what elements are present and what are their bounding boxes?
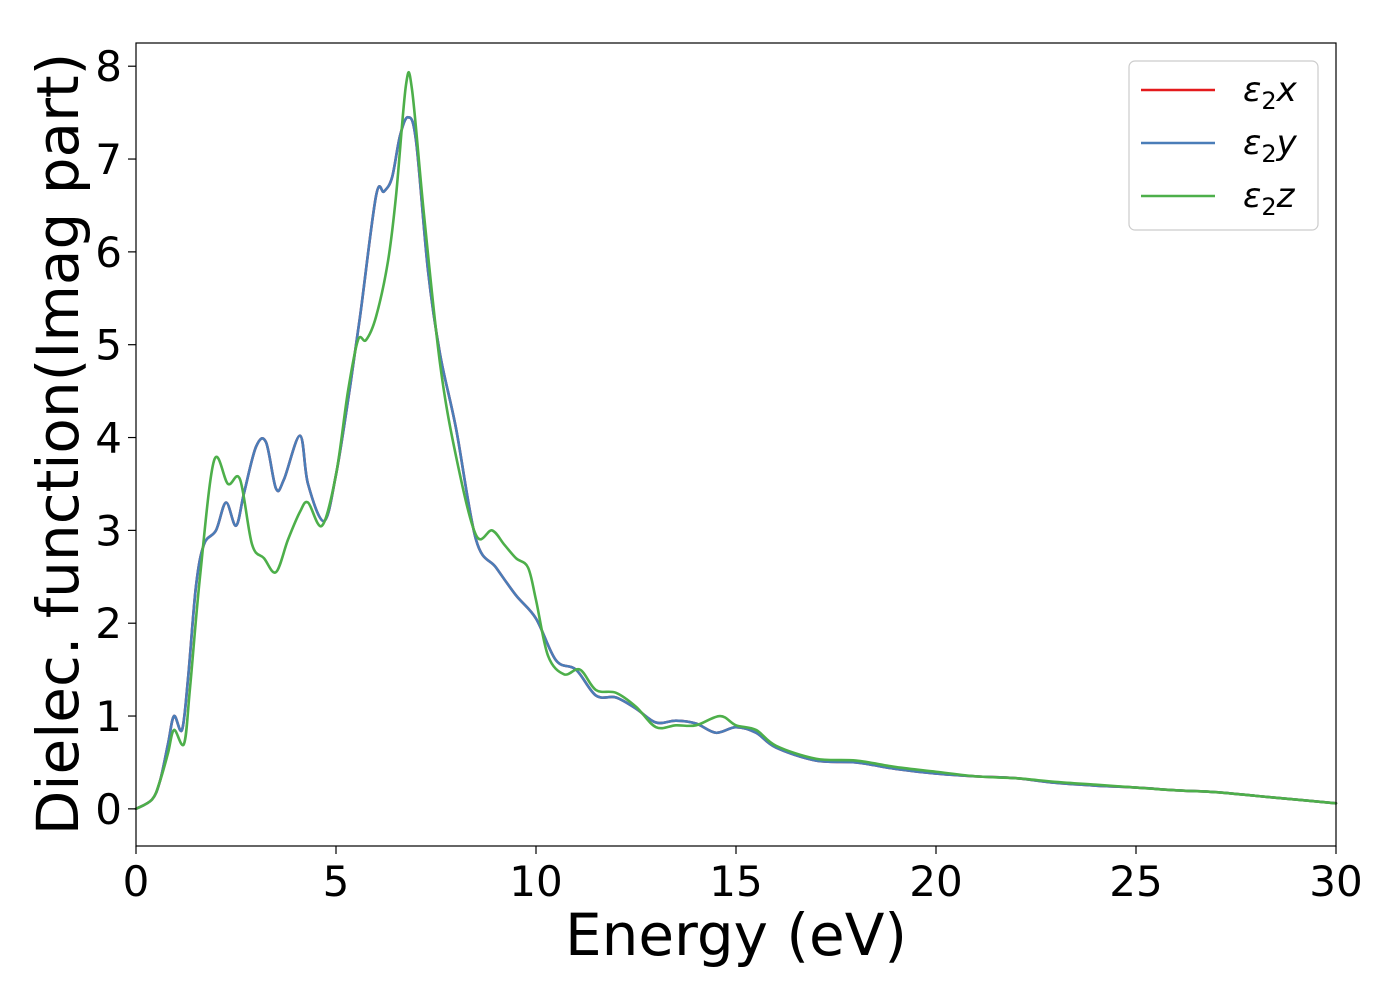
x-tick-label: 25 — [1109, 857, 1162, 906]
y-tick-label: 1 — [95, 692, 122, 741]
x-tick-label: 30 — [1309, 857, 1362, 906]
legend-symbol: ε — [1243, 70, 1261, 110]
series-line-z — [134, 71, 1338, 811]
x-tick-label: 10 — [509, 857, 562, 906]
legend-variable: z — [1276, 176, 1296, 216]
y-tick-label: 8 — [95, 42, 122, 91]
x-axis-title: Energy (eV) — [565, 901, 907, 969]
legend-box — [1128, 60, 1319, 231]
legend-variable: x — [1276, 70, 1298, 110]
y-tick-label: 5 — [95, 321, 122, 370]
y-tick-label: 0 — [95, 785, 122, 834]
legend-label-y: ε2y — [1243, 123, 1298, 168]
legend-label-x: ε2x — [1243, 70, 1298, 115]
x-tick-label: 15 — [709, 857, 762, 906]
x-tick-label: 5 — [323, 857, 350, 906]
y-axis: 0 1 2 3 4 5 6 7 8 — [95, 42, 136, 834]
x-tick-label: 20 — [909, 857, 962, 906]
legend-subscript: 2 — [1261, 140, 1276, 168]
y-tick-label: 3 — [95, 506, 122, 555]
y-axis-title: Dielec. function(Imag part) — [24, 53, 92, 836]
legend-variable: y — [1276, 123, 1298, 163]
legend-subscript: 2 — [1261, 87, 1276, 115]
legend-symbol: ε — [1243, 123, 1261, 163]
x-tick-label: 0 — [123, 857, 150, 906]
y-tick-label: 2 — [95, 599, 122, 648]
y-tick-label: 4 — [95, 414, 122, 463]
y-tick-label: 7 — [95, 135, 122, 184]
legend-label-z: ε2z — [1243, 176, 1296, 221]
y-tick-label: 6 — [95, 228, 122, 277]
legend-symbol: ε — [1243, 176, 1261, 216]
legend-subscript: 2 — [1261, 193, 1276, 221]
x-axis: 0 5 10 15 20 25 30 — [123, 846, 1363, 906]
series-layer — [134, 71, 1338, 811]
